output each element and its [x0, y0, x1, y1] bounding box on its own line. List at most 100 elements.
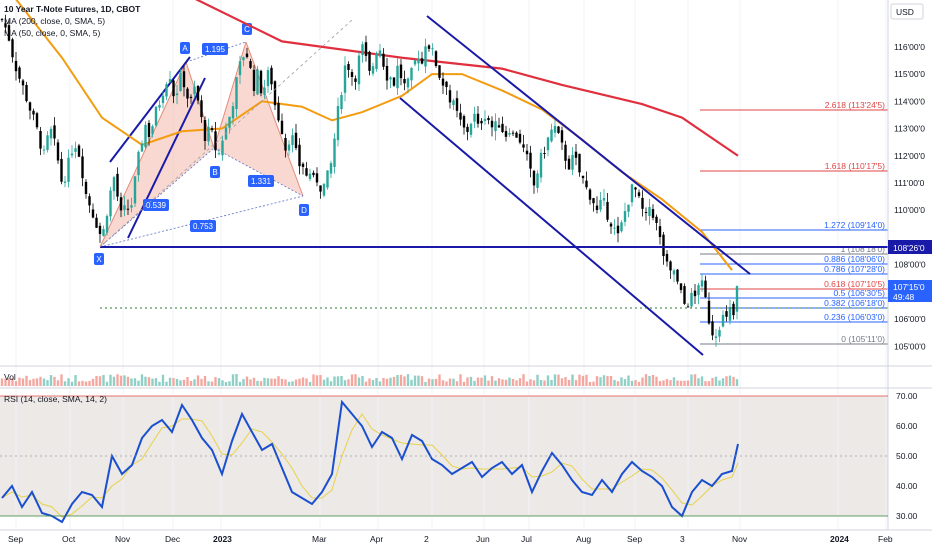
- time-tick-label: Aug: [576, 534, 591, 544]
- harmonic-point-b[interactable]: [210, 166, 220, 178]
- volume-bar: [427, 378, 431, 386]
- candle-body: [333, 138, 336, 167]
- volume-bar: [21, 378, 25, 386]
- harmonic-point-x[interactable]: [94, 253, 104, 265]
- volume-bar: [371, 380, 375, 386]
- candle-body: [462, 116, 466, 128]
- time-tick-label: 3: [680, 534, 685, 544]
- volume-bar: [361, 375, 364, 386]
- volume-bar: [508, 377, 511, 386]
- candle-body: [518, 133, 522, 143]
- candle-body: [396, 65, 399, 89]
- candle-body: [18, 67, 21, 79]
- volume-bar: [357, 377, 361, 386]
- volume-bar: [529, 379, 532, 386]
- candle-body: [221, 140, 224, 156]
- candle-body: [560, 130, 564, 143]
- volume-bar: [466, 377, 469, 386]
- candle-body: [249, 61, 252, 68]
- volume-bar: [154, 378, 158, 386]
- candle-body: [165, 84, 168, 97]
- volume-bar: [606, 375, 609, 386]
- volume-bar: [4, 378, 7, 386]
- candle-body: [168, 79, 172, 83]
- candle-body: [483, 119, 487, 122]
- volume-bar: [644, 374, 648, 386]
- volume-bar: [109, 374, 112, 386]
- volume-bar: [581, 375, 585, 386]
- volume-bar: [700, 376, 704, 386]
- channel-upper-line[interactable]: [426, 15, 751, 275]
- ma50-legend[interactable]: MA (50, close, 0, SMA, 5): [4, 28, 101, 38]
- svg-text:108'26'0: 108'26'0: [893, 243, 925, 253]
- candle-body: [599, 199, 602, 210]
- harmonic-point-label: X: [96, 255, 102, 264]
- time-tick-label: 2: [424, 534, 429, 544]
- fib-level-label: 0.5 (106'30'5): [834, 288, 886, 298]
- volume-bar: [469, 376, 473, 386]
- volume-bar: [333, 376, 336, 386]
- time-axis[interactable]: Sep Oct Nov Dec 2023 Mar Apr 2 Jun Jul Aug Sep 3 Nov 2…: [8, 534, 893, 544]
- volume-bar: [63, 381, 67, 386]
- volume-bar: [550, 379, 553, 386]
- volume-bar: [39, 376, 42, 386]
- candle-body: [459, 112, 462, 120]
- volume-bar: [242, 379, 245, 386]
- harmonic-point-label: C: [244, 25, 250, 34]
- volume-bar: [683, 380, 686, 386]
- harmonic-point-a[interactable]: [180, 42, 190, 54]
- candle-body: [123, 205, 126, 211]
- volume-bar: [343, 380, 347, 386]
- candle-body: [63, 181, 67, 183]
- volume-bar: [697, 378, 700, 386]
- volume-bar: [676, 380, 679, 386]
- volume-bar: [298, 378, 301, 386]
- volume-bar: [532, 380, 536, 386]
- candle-body: [672, 270, 676, 275]
- ma200-legend[interactable]: MA (200, close, 0, SMA, 5): [4, 16, 105, 26]
- volume-bar: [182, 379, 186, 386]
- candle-body: [497, 125, 501, 128]
- volume-bar: [385, 378, 389, 386]
- candle-body: [46, 135, 49, 150]
- candle-body: [196, 86, 200, 101]
- candle-body: [455, 98, 459, 111]
- candle-body: [315, 173, 319, 183]
- candle-body: [585, 180, 588, 188]
- candle-body: [210, 128, 214, 131]
- rsi-legend[interactable]: RSI (14, close, SMA, 14, 2): [4, 394, 107, 404]
- price-axis[interactable]: 116'00'0 115'00'0 114'00'0 113'00'0 112'00'0…: [894, 42, 926, 352]
- volume-bar: [312, 374, 315, 386]
- volume-bar: [179, 380, 182, 386]
- volume-bar: [602, 375, 606, 386]
- fib-retracement: 2.618 (113'24'5) 1.618 (110'17'5) 1.272 (1…: [700, 100, 888, 345]
- candle-body: [161, 95, 165, 104]
- candle-body: [193, 86, 196, 95]
- candle-body: [424, 46, 427, 67]
- candle-body: [595, 205, 599, 210]
- currency-button[interactable]: USD: [890, 3, 924, 20]
- harmonic-point-d[interactable]: [299, 204, 309, 216]
- candle-body: [525, 150, 529, 155]
- volume-bar: [560, 378, 564, 386]
- candle-body: [326, 170, 329, 188]
- candle-body: [511, 132, 515, 134]
- currency-label: USD: [896, 7, 914, 17]
- harmonic-ratio-tag: [190, 220, 216, 232]
- volume-bar: [396, 375, 399, 386]
- fib-level-label: 0.382 (106'18'0): [824, 298, 885, 308]
- candle-body: [546, 137, 550, 151]
- volume-bar: [25, 375, 28, 386]
- candle-body: [35, 113, 39, 128]
- volume-bar: [480, 377, 483, 386]
- candle-body: [217, 153, 221, 155]
- candle-body: [116, 173, 119, 197]
- descending-channel[interactable]: [399, 15, 751, 356]
- candle-body: [207, 126, 210, 142]
- candle-body: [172, 80, 175, 97]
- harmonic-leg: [245, 41, 304, 197]
- volume-bar: [140, 374, 144, 386]
- volume-bar: [539, 380, 543, 386]
- channel-lower-line[interactable]: [399, 97, 704, 356]
